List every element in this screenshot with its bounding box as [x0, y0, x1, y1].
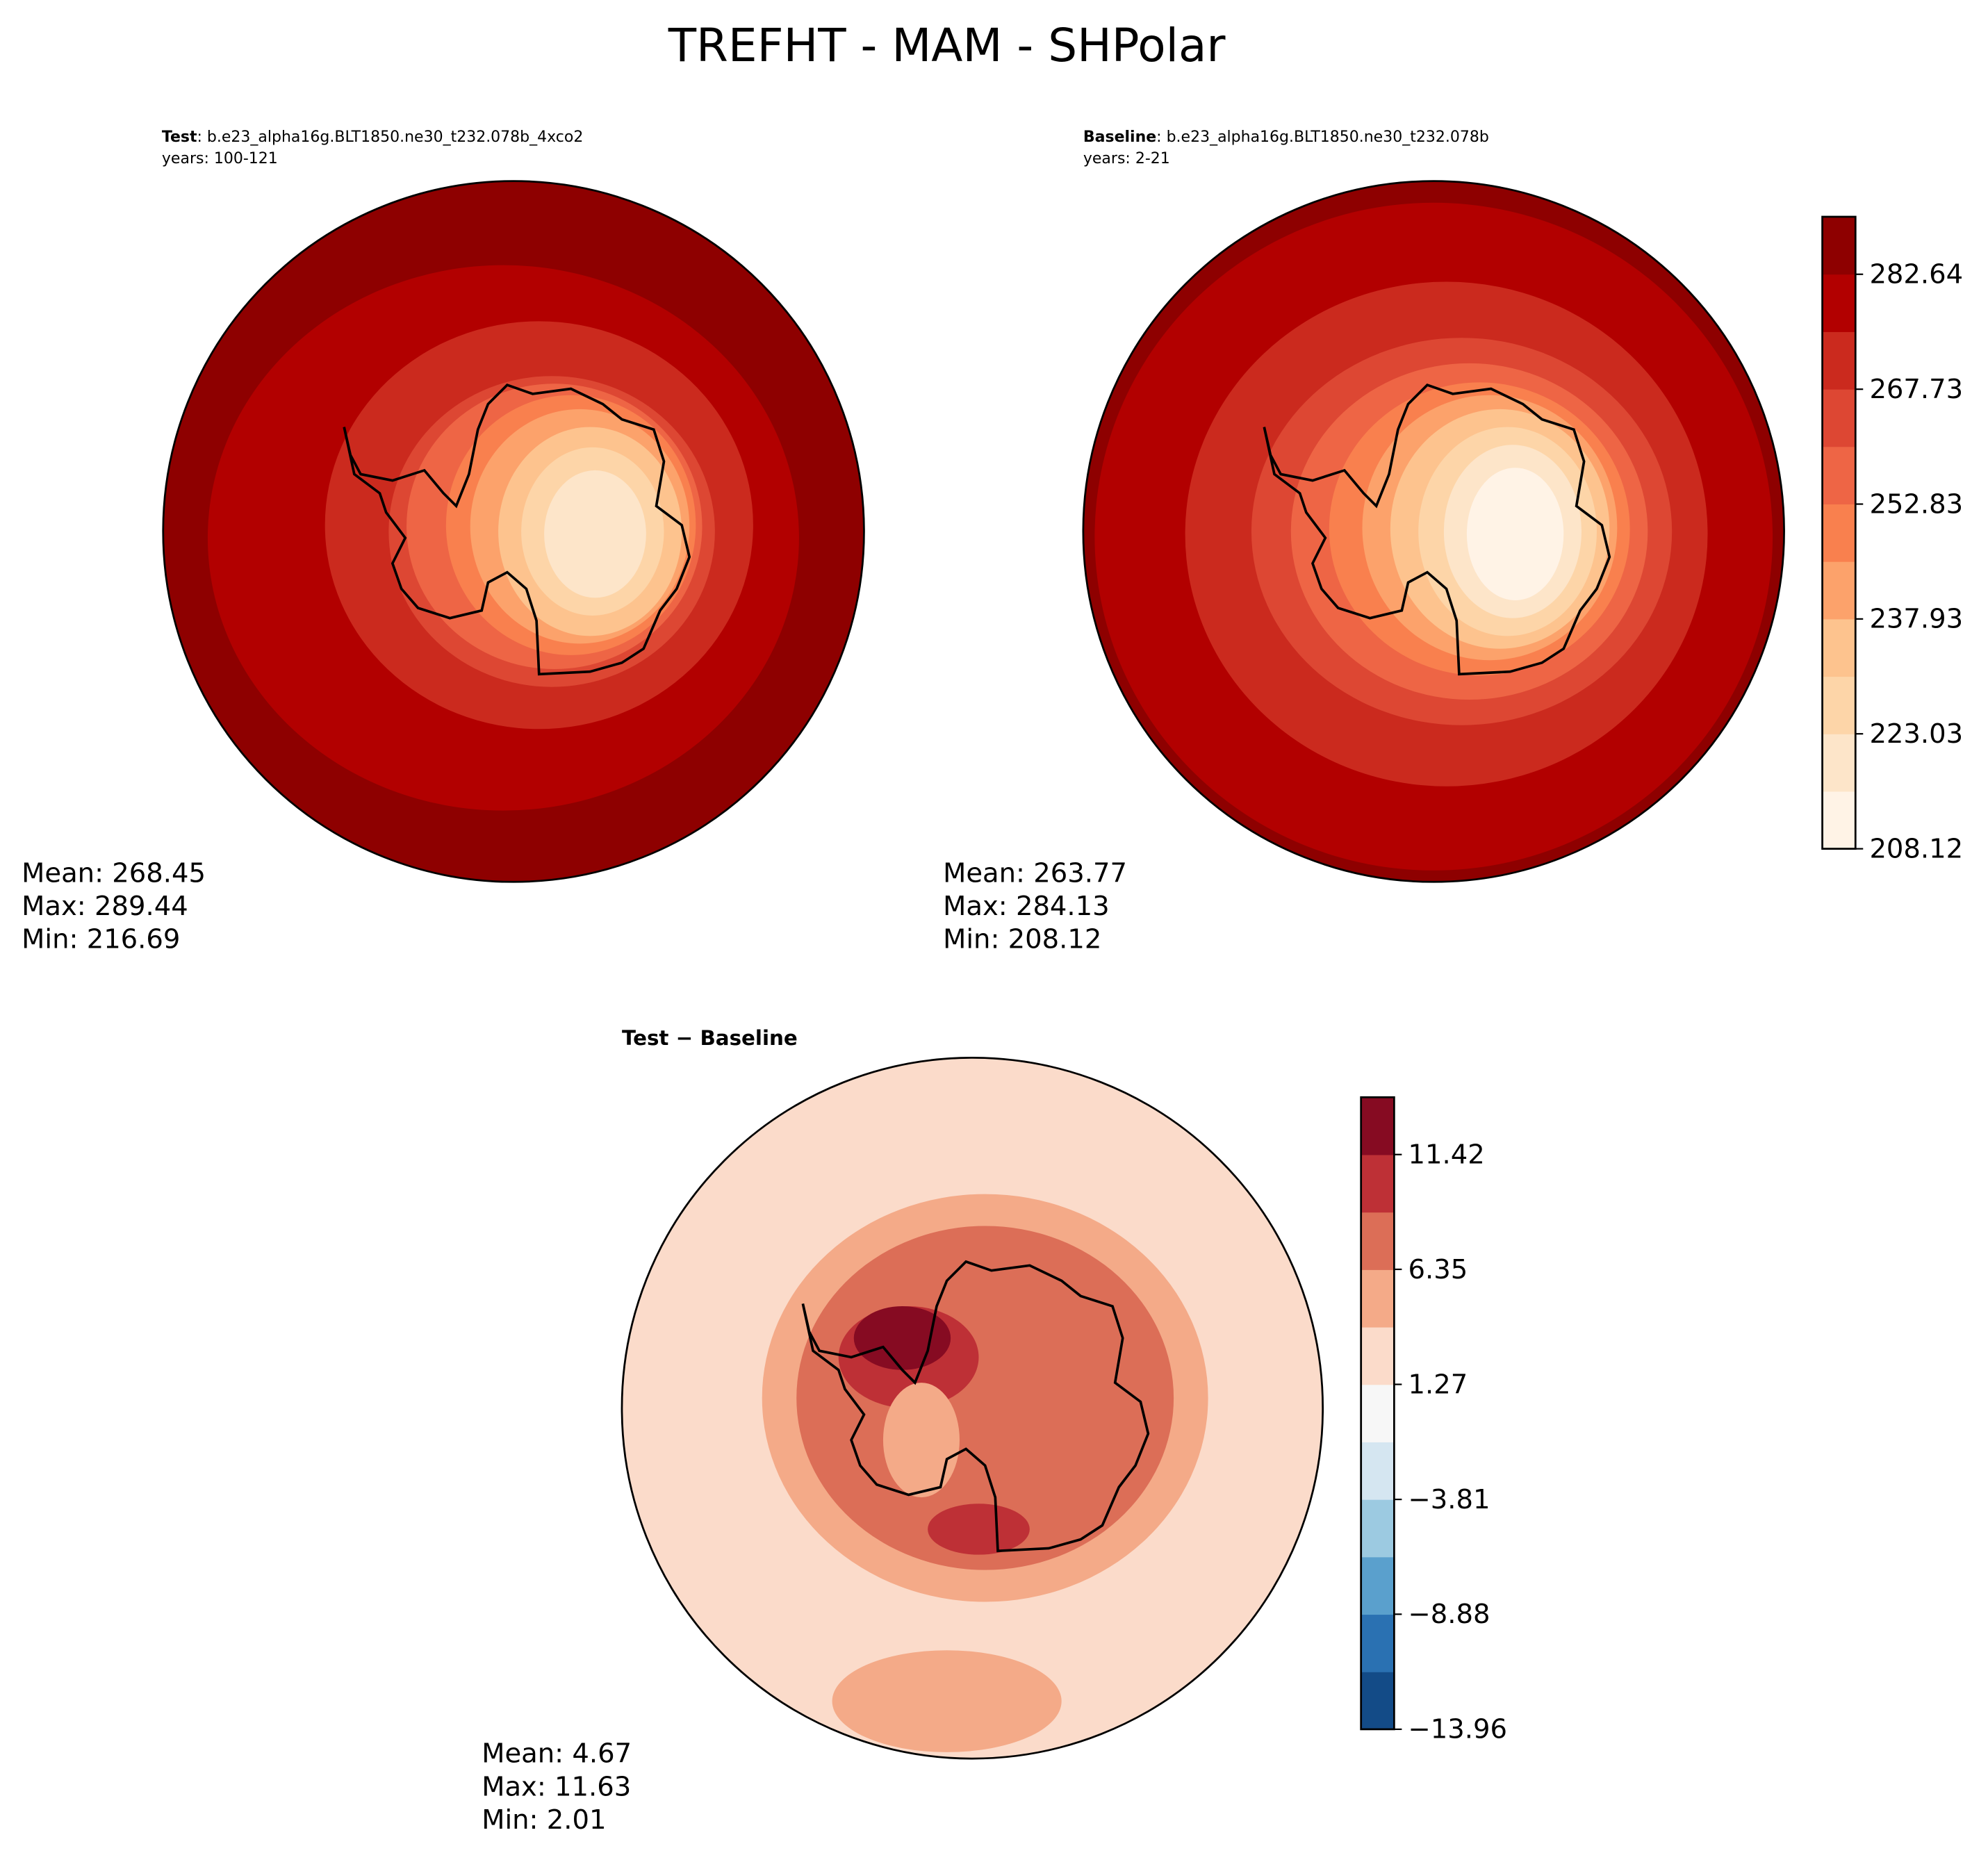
coastline — [1263, 383, 1611, 676]
case-name: : b.e23_alpha16g.BLT1850.ne30_t232.078b — [1156, 129, 1489, 146]
color-band — [1361, 1327, 1395, 1385]
contour-field — [1083, 181, 1784, 882]
color-band — [1822, 676, 1856, 734]
color-band — [1361, 1097, 1395, 1155]
panel-label: Baseline — [1083, 129, 1156, 146]
panel-header: Test: b.e23_alpha16g.BLT1850.ne30_t232.0… — [162, 129, 583, 146]
contour-region — [853, 1306, 951, 1370]
coastline — [343, 383, 691, 676]
color-band — [1822, 734, 1856, 792]
colorbar-tick-label: −8.88 — [1408, 1599, 1490, 1630]
color-band — [1822, 561, 1856, 620]
color-band — [1361, 1672, 1395, 1730]
color-band — [1361, 1499, 1395, 1558]
contour-field — [163, 181, 864, 882]
colorbar-tick-label: 223.03 — [1869, 718, 1963, 750]
color-band — [1361, 1154, 1395, 1213]
panel-header: Baseline: b.e23_alpha16g.BLT1850.ne30_t2… — [1083, 129, 1489, 146]
color-band — [1822, 504, 1856, 562]
stat: Mean: 4.67 — [482, 1738, 632, 1770]
map-boundary — [1082, 180, 1785, 883]
contour-region — [544, 470, 646, 598]
colorbar-tick-label: 252.83 — [1869, 488, 1963, 520]
color-band — [1361, 1212, 1395, 1270]
stat: Max: 11.63 — [482, 1771, 631, 1802]
colorbar-tick-label: 6.35 — [1408, 1254, 1468, 1285]
color-band — [1361, 1614, 1395, 1672]
color-band — [1822, 446, 1856, 505]
contour-region — [1466, 468, 1564, 601]
case-name: : b.e23_alpha16g.BLT1850.ne30_t232.078b_… — [197, 129, 584, 146]
colorbar-tick-label: 11.42 — [1408, 1139, 1485, 1171]
color-band — [1361, 1384, 1395, 1442]
color-band — [1822, 618, 1856, 677]
years: years: 2-21 — [1083, 150, 1170, 167]
contour-region — [832, 1650, 1062, 1752]
coastline — [801, 1260, 1150, 1553]
color-band — [1361, 1556, 1395, 1615]
stat: Mean: 268.45 — [22, 857, 206, 889]
contour-region — [882, 1383, 960, 1498]
stat: Min: 208.12 — [943, 924, 1101, 955]
colorbar-tick-label: −3.81 — [1408, 1484, 1490, 1515]
color-band — [1822, 389, 1856, 447]
colorbar-tick-label: 1.27 — [1408, 1369, 1468, 1400]
stat: Max: 284.13 — [943, 891, 1110, 922]
color-band — [1361, 1269, 1395, 1328]
figure-title: TREFHT - MAM - SHPolar — [668, 19, 1226, 72]
years: years: 100-121 — [162, 150, 278, 167]
stat: Max: 289.44 — [22, 891, 188, 922]
map-panel: Baseline: b.e23_alpha16g.BLT1850.ne30_t2… — [943, 129, 1963, 955]
colorbar-outline — [1821, 215, 1857, 850]
colorbar-outline — [1360, 1096, 1395, 1731]
colorbar-tick-label: 237.93 — [1869, 604, 1963, 635]
contour-region — [928, 1504, 1030, 1555]
panel-header: Test − Baseline — [622, 1026, 798, 1050]
color-band — [1822, 791, 1856, 850]
color-band — [1361, 1442, 1395, 1500]
colorbar-tick-label: −13.96 — [1408, 1714, 1507, 1745]
stat: Min: 2.01 — [482, 1804, 606, 1836]
stat: Min: 216.69 — [22, 924, 180, 955]
contour-field — [621, 1057, 1323, 1759]
colorbar-tick-label: 282.64 — [1869, 259, 1963, 290]
map-boundary — [162, 180, 865, 883]
colorbar-tick-label: 267.73 — [1869, 374, 1963, 405]
map-boundary — [621, 1057, 1324, 1760]
color-band — [1822, 216, 1856, 275]
map-panel: Test: b.e23_alpha16g.BLT1850.ne30_t232.0… — [22, 129, 865, 955]
colorbar-tick-label: 208.12 — [1869, 833, 1963, 864]
panel-label: Test − Baseline — [622, 1026, 798, 1050]
color-band — [1822, 274, 1856, 332]
color-band — [1822, 331, 1856, 390]
stat: Mean: 263.77 — [943, 857, 1127, 889]
panel-label: Test — [162, 129, 197, 146]
